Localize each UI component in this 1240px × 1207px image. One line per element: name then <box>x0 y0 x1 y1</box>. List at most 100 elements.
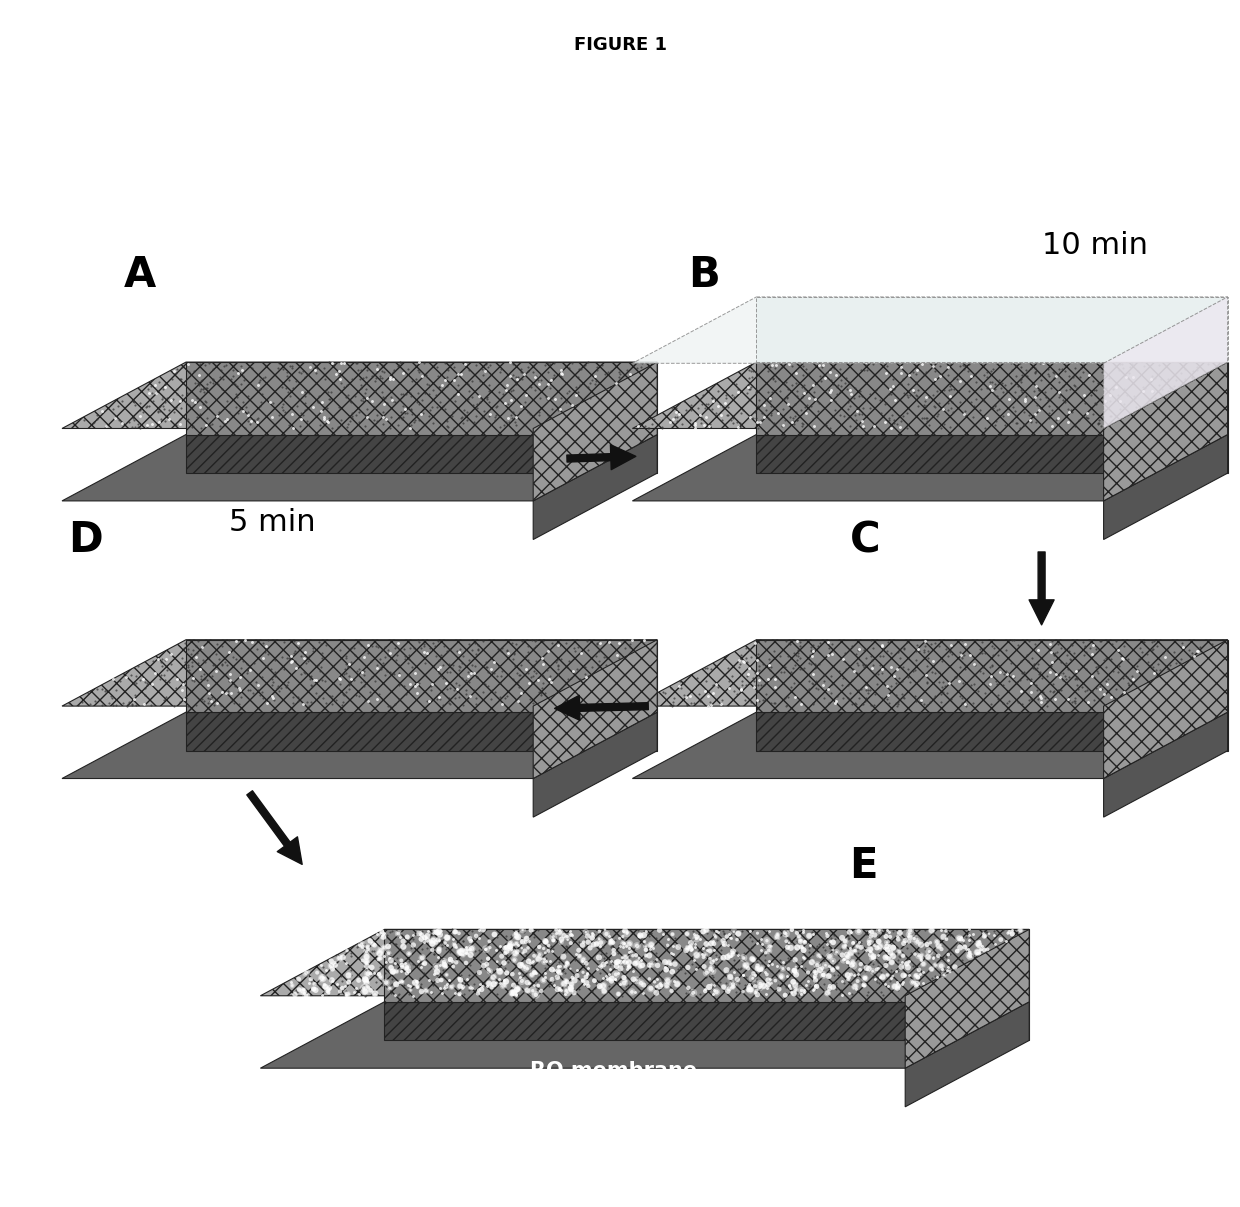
Point <box>383 962 403 981</box>
Point <box>587 934 606 954</box>
Point <box>779 928 799 947</box>
Point <box>910 692 930 711</box>
Point <box>537 660 557 680</box>
Point <box>587 634 606 653</box>
Point <box>350 935 370 955</box>
Point <box>439 950 459 969</box>
Point <box>609 985 629 1004</box>
Point <box>975 940 994 960</box>
Point <box>1059 366 1079 385</box>
Point <box>658 938 678 957</box>
Point <box>451 968 471 987</box>
Point <box>977 940 997 960</box>
Point <box>268 358 288 378</box>
Point <box>601 969 621 989</box>
Point <box>759 940 779 960</box>
Point <box>940 962 960 981</box>
Point <box>937 393 957 413</box>
Point <box>832 980 852 999</box>
Point <box>841 943 861 962</box>
Point <box>334 692 353 711</box>
Point <box>839 974 859 993</box>
Point <box>1054 377 1074 396</box>
Point <box>505 944 525 963</box>
Point <box>904 363 924 383</box>
Point <box>732 680 751 699</box>
Point <box>497 687 517 706</box>
Point <box>357 947 377 967</box>
Point <box>930 356 950 375</box>
Point <box>1083 645 1102 664</box>
Point <box>820 980 839 999</box>
Point <box>438 928 458 947</box>
Point <box>399 944 419 963</box>
Point <box>820 693 839 712</box>
Point <box>707 950 727 969</box>
Point <box>423 413 443 432</box>
Point <box>433 961 453 980</box>
Point <box>908 968 928 987</box>
Point <box>332 947 352 967</box>
Point <box>639 418 658 437</box>
Point <box>805 658 825 677</box>
Point <box>790 659 810 678</box>
Point <box>337 985 357 1004</box>
Point <box>463 371 482 390</box>
Point <box>166 678 186 698</box>
Point <box>923 385 942 404</box>
Point <box>1048 408 1068 427</box>
Point <box>573 970 593 990</box>
Point <box>911 408 931 427</box>
Point <box>820 963 839 982</box>
Point <box>456 941 476 961</box>
Point <box>704 958 724 978</box>
Point <box>518 663 538 682</box>
Point <box>1147 660 1167 680</box>
Point <box>339 966 358 985</box>
Point <box>838 400 858 419</box>
Point <box>572 941 591 961</box>
Point <box>233 652 253 671</box>
Point <box>835 973 854 992</box>
Point <box>676 401 696 420</box>
Point <box>963 693 983 712</box>
Point <box>1011 671 1030 690</box>
Point <box>899 927 919 946</box>
Point <box>982 636 1002 655</box>
Point <box>558 956 578 975</box>
Point <box>522 630 542 649</box>
Point <box>746 969 766 989</box>
Point <box>890 928 910 947</box>
Point <box>770 975 790 995</box>
Text: A: A <box>124 253 156 296</box>
Point <box>655 683 675 702</box>
Point <box>1055 640 1075 659</box>
Point <box>219 403 239 422</box>
Point <box>913 962 932 981</box>
Point <box>141 675 161 694</box>
Point <box>692 958 712 978</box>
Point <box>475 957 495 976</box>
Point <box>304 639 324 658</box>
Point <box>987 354 1007 373</box>
Point <box>562 396 582 415</box>
Point <box>278 367 298 386</box>
Point <box>105 409 125 428</box>
Point <box>429 939 449 958</box>
Point <box>124 672 144 692</box>
Point <box>1110 400 1130 419</box>
Point <box>892 374 911 393</box>
Point <box>960 925 980 944</box>
Point <box>650 976 670 996</box>
Point <box>341 943 361 962</box>
Point <box>341 369 361 389</box>
Point <box>877 356 897 375</box>
Point <box>285 652 305 671</box>
Point <box>975 927 994 946</box>
Point <box>782 413 802 432</box>
Polygon shape <box>533 435 657 540</box>
Point <box>743 969 763 989</box>
Point <box>128 414 148 433</box>
Point <box>921 921 941 940</box>
Point <box>646 952 666 972</box>
